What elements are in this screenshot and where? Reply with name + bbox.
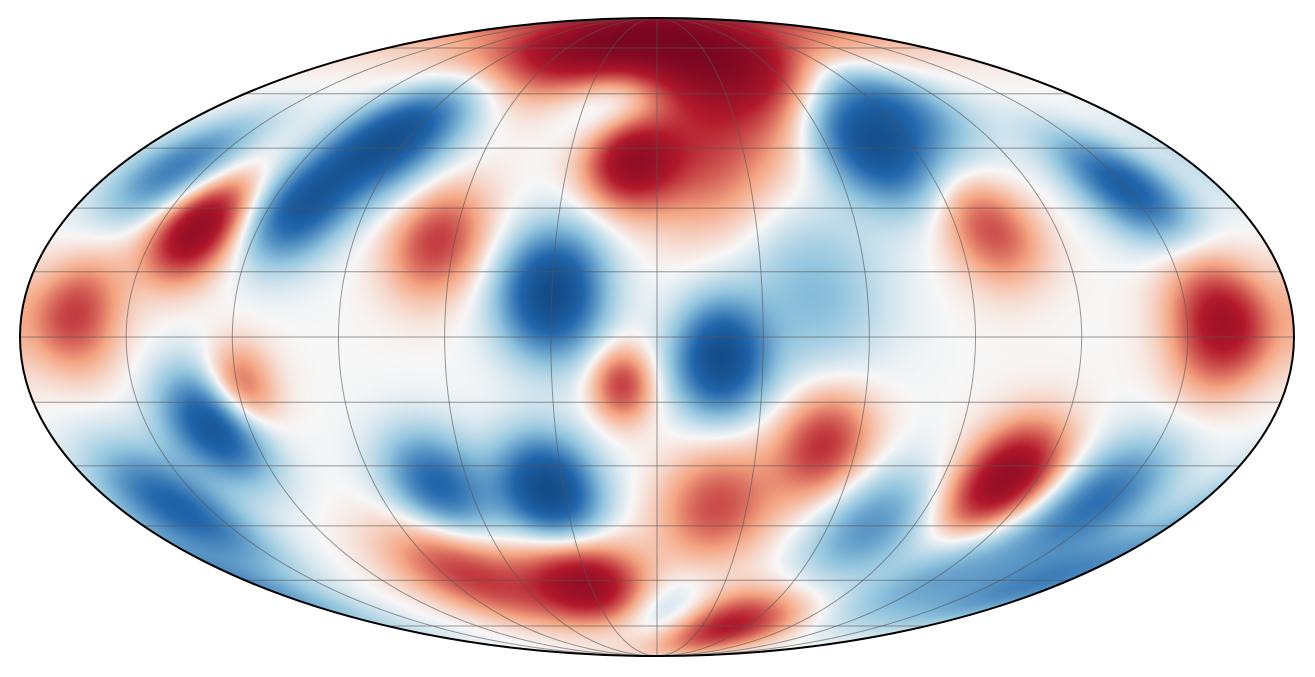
map-outline: [19, 17, 1295, 657]
graticule-lines: [20, 18, 1294, 656]
